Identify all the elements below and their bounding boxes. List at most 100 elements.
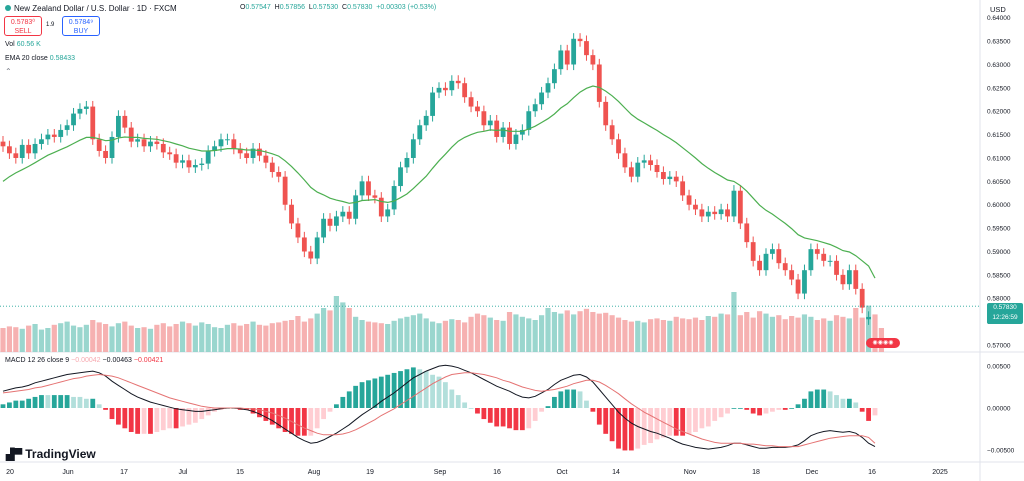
candle-body bbox=[51, 134, 57, 137]
macd-histogram-bar bbox=[552, 396, 557, 408]
volume-legend[interactable]: Vol 60.56 K bbox=[5, 41, 41, 48]
macd-tick-label: 0.00000 bbox=[987, 406, 1011, 413]
candle-body bbox=[494, 120, 500, 137]
volume-bar bbox=[526, 318, 532, 352]
open-value: 0.57547 bbox=[245, 4, 271, 11]
macd-histogram-bar bbox=[378, 376, 384, 408]
y-tick-label: 0.59500 bbox=[987, 226, 1011, 233]
candle-body bbox=[212, 146, 217, 151]
volume-bar bbox=[90, 320, 96, 352]
macd-histogram-bar bbox=[545, 406, 551, 408]
macd-legend[interactable]: MACD 12 26 close 9 −0.00042 −0.00463 −0.… bbox=[5, 357, 163, 364]
macd-histogram-bar bbox=[423, 371, 429, 408]
y-tick-label: 0.63000 bbox=[987, 62, 1011, 69]
market-status-icon bbox=[5, 5, 11, 11]
volume-bar bbox=[449, 319, 455, 352]
macd-histogram-bar bbox=[276, 408, 282, 429]
macd-histogram-bar bbox=[359, 382, 365, 408]
macd-histogram-bar bbox=[340, 396, 346, 408]
y-tick-label: 0.62000 bbox=[987, 109, 1011, 116]
macd-histogram-bar bbox=[789, 408, 795, 409]
macd-histogram-bar bbox=[19, 400, 25, 408]
candle-body bbox=[237, 148, 243, 154]
volume-bar bbox=[288, 320, 295, 352]
volume-bar bbox=[641, 322, 647, 352]
volume-bar bbox=[192, 325, 198, 352]
x-tick-label: Sep bbox=[434, 469, 447, 476]
tradingview-wordmark: TradingView bbox=[25, 447, 96, 461]
macd-histogram-bar bbox=[295, 408, 301, 436]
candle-body bbox=[90, 106, 96, 140]
volume-bar bbox=[237, 325, 243, 352]
volume-bar bbox=[13, 327, 19, 352]
volume-bar bbox=[462, 322, 468, 352]
candle-body bbox=[770, 249, 775, 254]
macd-histogram-bar bbox=[763, 408, 769, 414]
volume-bar bbox=[135, 328, 141, 352]
macd-histogram-bar bbox=[7, 402, 12, 408]
volume-bar bbox=[801, 314, 808, 352]
x-tick-label: 18 bbox=[752, 469, 760, 476]
macd-histogram-bar bbox=[308, 408, 314, 436]
volume-bar bbox=[359, 320, 365, 352]
candle-body bbox=[834, 260, 839, 275]
volume-bar bbox=[827, 320, 833, 352]
volume-bar bbox=[455, 320, 461, 352]
candle-body bbox=[160, 143, 166, 153]
candle-body bbox=[141, 139, 147, 147]
candle-body bbox=[750, 242, 756, 261]
macd-histogram-bar bbox=[334, 404, 339, 408]
currency-label[interactable]: USD bbox=[990, 5, 1006, 14]
candle-body bbox=[609, 125, 615, 140]
symbol-title[interactable]: New Zealand Dollar / U.S. Dollar · 1D · … bbox=[14, 4, 177, 13]
volume-bar bbox=[776, 315, 782, 352]
volume-bar bbox=[429, 321, 436, 352]
candle-body bbox=[577, 38, 583, 42]
candle-body bbox=[173, 154, 179, 163]
macd-histogram-bar bbox=[770, 408, 775, 412]
candle-body bbox=[705, 211, 711, 217]
last-price: 0.57830 bbox=[993, 304, 1017, 311]
volume-bar bbox=[782, 319, 788, 352]
collapse-legend-icon[interactable]: ⌃ bbox=[5, 67, 12, 76]
volume-bar bbox=[603, 312, 609, 352]
macd-histogram-bar bbox=[77, 396, 83, 408]
macd-histogram-bar bbox=[795, 404, 801, 408]
candle-body bbox=[83, 106, 89, 109]
tradingview-logo[interactable]: ▟▀ TradingView bbox=[6, 447, 96, 461]
candle-body bbox=[487, 120, 493, 126]
volume-bar bbox=[763, 313, 769, 352]
macd-histogram-bar bbox=[782, 408, 788, 410]
macd-histogram-bar bbox=[430, 374, 435, 408]
sell-button[interactable]: 0.5783⁰ SELL bbox=[4, 16, 42, 36]
candle-body bbox=[462, 83, 468, 98]
macd-histogram-bar bbox=[622, 408, 628, 451]
candle-body bbox=[289, 204, 294, 224]
macd-histogram-bar bbox=[834, 395, 839, 408]
volume-bar bbox=[397, 318, 404, 352]
candle-body bbox=[519, 129, 525, 135]
volume-bar bbox=[32, 324, 38, 352]
events-icon[interactable]: ◉◉◉◉ bbox=[866, 338, 900, 348]
candle-body bbox=[808, 249, 814, 271]
volume-bar bbox=[808, 316, 814, 352]
volume-bar bbox=[167, 326, 173, 352]
volume-bar bbox=[731, 292, 737, 352]
candle-body bbox=[648, 160, 653, 166]
candle-body bbox=[673, 176, 679, 182]
volume-bar bbox=[551, 312, 558, 352]
ema-legend[interactable]: EMA 20 close 0.58433 bbox=[5, 55, 75, 62]
buy-button[interactable]: 0.5784⁹ BUY bbox=[62, 16, 100, 36]
macd-histogram-bar bbox=[802, 398, 807, 408]
volume-bar bbox=[38, 329, 45, 352]
candle-body bbox=[661, 172, 666, 180]
volume-bar bbox=[102, 324, 109, 352]
macd-histogram-bar bbox=[141, 408, 147, 434]
candle-body bbox=[564, 50, 570, 65]
macd-histogram-bar bbox=[103, 408, 108, 410]
macd-histogram-bar bbox=[699, 408, 705, 429]
macd-histogram-bar bbox=[814, 389, 820, 408]
volume-bar bbox=[58, 323, 64, 352]
